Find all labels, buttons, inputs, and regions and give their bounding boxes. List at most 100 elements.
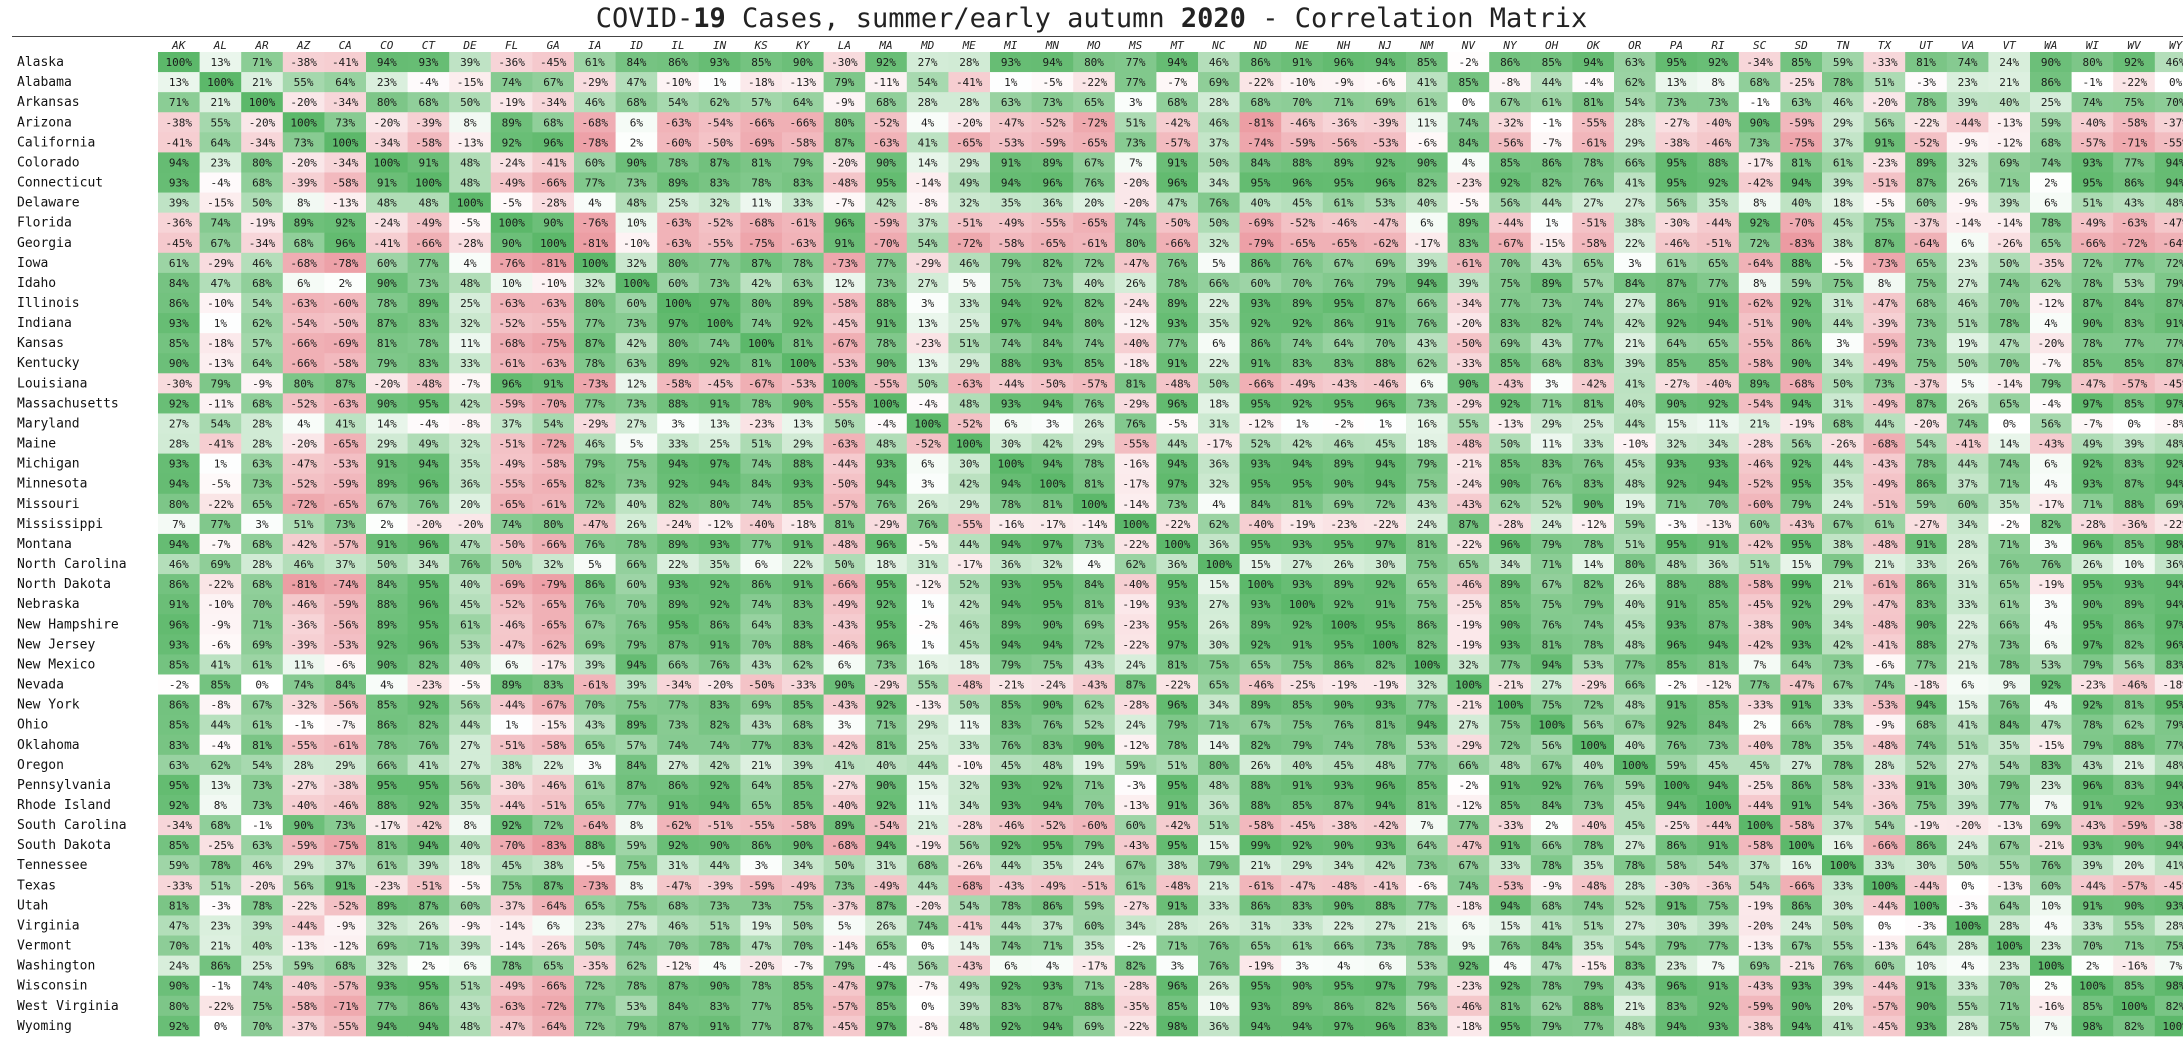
cell-value: 90% xyxy=(1334,899,1354,912)
heatmap-cell xyxy=(1281,132,1324,153)
cell-value: 89% xyxy=(1042,156,1062,169)
cell-value: -52% xyxy=(914,438,941,451)
cell-value: -48% xyxy=(1871,538,1898,551)
cell-value: 29% xyxy=(377,438,397,451)
cell-value: 40% xyxy=(626,498,646,511)
cell-value: 15% xyxy=(1250,558,1270,571)
cell-value: -24% xyxy=(1039,679,1066,692)
cell-value: 32% xyxy=(377,960,397,973)
cell-value: 76% xyxy=(1417,317,1437,330)
cell-value: -6% xyxy=(210,638,230,651)
cell-value: 11% xyxy=(918,799,938,812)
heatmap-cell xyxy=(615,52,658,73)
cell-value: 100% xyxy=(1622,759,1649,772)
heatmap-cell xyxy=(1031,112,1074,133)
column-label: WA xyxy=(2044,39,2057,52)
cell-value: 94% xyxy=(1001,598,1021,611)
cell-value: 24% xyxy=(1958,839,1978,852)
cell-value: 77% xyxy=(876,257,896,270)
cell-value: 92% xyxy=(1458,960,1478,973)
cell-value: 65% xyxy=(1999,397,2019,410)
cell-value: 97% xyxy=(1375,980,1395,993)
cell-value: -47% xyxy=(998,116,1025,129)
heatmap-cell xyxy=(906,52,949,73)
heatmap-cell xyxy=(407,52,450,73)
cell-value: 67% xyxy=(1250,719,1270,732)
cell-value: 100% xyxy=(665,297,692,310)
cell-value: 82% xyxy=(2124,1020,2144,1033)
cell-value: -83% xyxy=(540,839,567,852)
cell-value: 51% xyxy=(460,980,480,993)
cell-value: -5% xyxy=(1042,76,1062,89)
cell-value: -45% xyxy=(1746,598,1773,611)
heatmap-cell xyxy=(532,72,575,93)
cell-value: 78% xyxy=(793,257,813,270)
cell-value: 93% xyxy=(1250,598,1270,611)
cell-value: 14% xyxy=(1209,739,1229,752)
cell-value: -65% xyxy=(498,498,525,511)
cell-value: 52% xyxy=(1625,899,1645,912)
cell-value: -24% xyxy=(1455,478,1482,491)
cell-value: 86% xyxy=(1250,257,1270,270)
cell-value: -75% xyxy=(1788,136,1815,149)
cell-value: 80% xyxy=(2082,56,2102,69)
cell-value: 34% xyxy=(1958,518,1978,531)
cell-value: 85% xyxy=(2124,397,2144,410)
cell-value: 83% xyxy=(2124,458,2144,471)
cell-value: 94% xyxy=(1708,638,1728,651)
cell-value: 21% xyxy=(210,96,230,109)
cell-value: -12% xyxy=(1122,739,1149,752)
heatmap-cell xyxy=(2030,92,2072,113)
cell-value: 94% xyxy=(377,1020,397,1033)
cell-value: -55% xyxy=(1746,337,1773,350)
cell-value: 11% xyxy=(1708,417,1728,430)
cell-value: 28% xyxy=(294,759,314,772)
cell-value: 79% xyxy=(2041,377,2061,390)
cell-value: 60% xyxy=(626,578,646,591)
cell-value: -72% xyxy=(2121,237,2148,250)
cell-value: 20% xyxy=(460,498,480,511)
cell-value: -42% xyxy=(290,538,317,551)
heatmap-cell xyxy=(1530,72,1573,93)
cell-value: 79% xyxy=(793,156,813,169)
cell-value: 70% xyxy=(2082,940,2102,953)
cell-value: 81% xyxy=(1375,719,1395,732)
cell-value: -58% xyxy=(1247,819,1274,832)
cell-value: -16% xyxy=(2038,1000,2065,1013)
cell-value: -58% xyxy=(998,237,1025,250)
cell-value: -19% xyxy=(1289,518,1316,531)
cell-value: 54% xyxy=(1916,438,1936,451)
cell-value: -18% xyxy=(1455,1020,1482,1033)
cell-value: 40% xyxy=(1999,96,2019,109)
cell-value: 27% xyxy=(1958,638,1978,651)
cell-value: 82% xyxy=(1375,1000,1395,1013)
cell-value: 83% xyxy=(1001,719,1021,732)
cell-value: 75% xyxy=(1708,899,1728,912)
cell-value: -64% xyxy=(540,899,567,912)
cell-value: 88% xyxy=(377,799,397,812)
column-label: OR xyxy=(1628,39,1642,52)
heatmap-cell xyxy=(1655,132,1698,153)
cell-value: -19% xyxy=(1372,679,1399,692)
cell-value: -47% xyxy=(1788,679,1815,692)
cell-value: -41% xyxy=(540,156,567,169)
heatmap-cell xyxy=(1738,112,1781,133)
cell-value: -49% xyxy=(1039,879,1066,892)
cell-value: 44% xyxy=(1001,859,1021,872)
cell-value: -29% xyxy=(1455,739,1482,752)
row-label: Wisconsin xyxy=(17,979,87,994)
cell-value: 91% xyxy=(169,598,189,611)
cell-value: 26% xyxy=(1958,177,1978,190)
cell-value: 28% xyxy=(252,417,272,430)
cell-value: 32% xyxy=(1209,237,1229,250)
cell-value: 15% xyxy=(1500,919,1520,932)
cell-value: 89% xyxy=(418,297,438,310)
cell-value: 100% xyxy=(1663,779,1690,792)
cell-value: 97% xyxy=(2166,397,2183,410)
cell-value: -58% xyxy=(790,136,817,149)
row-label: South Carolina xyxy=(17,818,127,833)
heatmap-cell xyxy=(2154,72,2183,93)
cell-value: 56% xyxy=(2041,417,2061,430)
cell-value: -18% xyxy=(790,518,817,531)
cell-value: 70% xyxy=(1999,980,2019,993)
